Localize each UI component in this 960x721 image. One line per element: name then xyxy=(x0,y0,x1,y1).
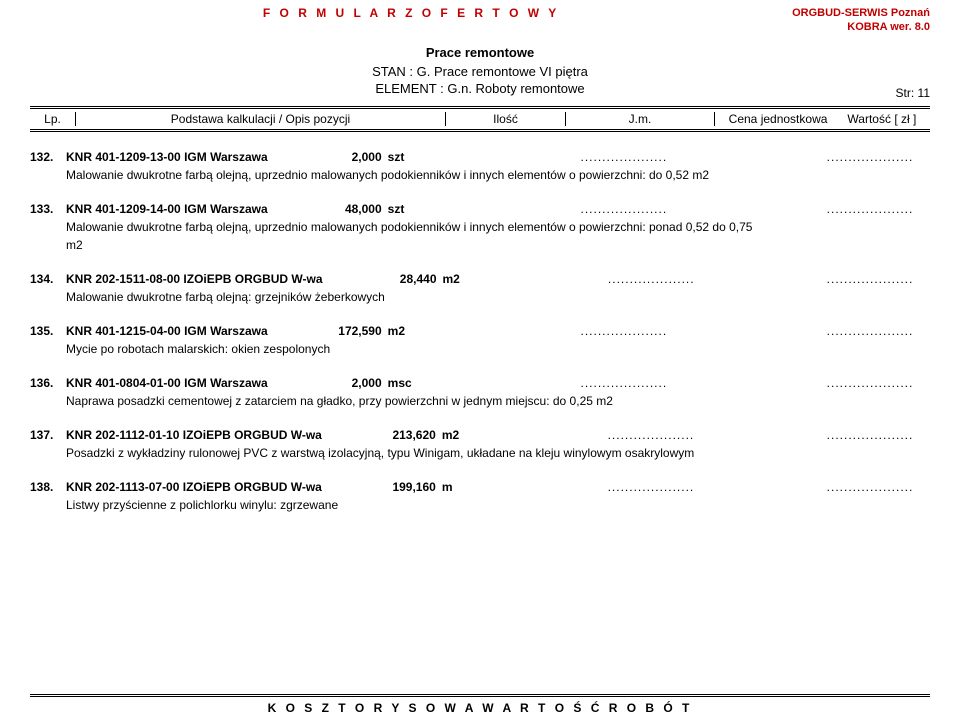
item-unit: m2 xyxy=(388,322,438,340)
dots-price: .................... xyxy=(492,478,810,496)
item-unit: m xyxy=(442,478,492,496)
item-code: KNR 401-1209-14-00 IGM Warszawa xyxy=(66,200,268,218)
item-number: 133. xyxy=(30,200,66,218)
col-unit: J.m. xyxy=(565,112,715,126)
item-head: 132.KNR 401-1209-13-00 IGM Warszawa2,000… xyxy=(30,148,930,166)
item-number: 134. xyxy=(30,270,66,288)
col-basis: Podstawa kalkulacji / Opis pozycji xyxy=(75,112,445,126)
org-version: KOBRA wer. 8.0 xyxy=(792,20,930,34)
dots-value: .................... xyxy=(810,478,930,496)
item-quantity: 2,000 xyxy=(268,374,388,392)
dots-value: .................... xyxy=(810,322,930,340)
stan-label: STAN : xyxy=(372,64,413,79)
item-code: KNR 401-1209-13-00 IGM Warszawa xyxy=(66,148,268,166)
table-header: Lp. Podstawa kalkulacji / Opis pozycji I… xyxy=(30,106,930,132)
dots-price: .................... xyxy=(438,322,810,340)
item-code: KNR 401-1215-04-00 IGM Warszawa xyxy=(66,322,268,340)
item-number: 137. xyxy=(30,426,66,444)
cost-item: 133.KNR 401-1209-14-00 IGM Warszawa48,00… xyxy=(30,200,930,254)
item-description: Malowanie dwukrotne farbą olejną, uprzed… xyxy=(30,166,770,184)
cost-item: 135.KNR 401-1215-04-00 IGM Warszawa172,5… xyxy=(30,322,930,358)
item-unit: m2 xyxy=(442,426,492,444)
cost-item: 138.KNR 202-1113-07-00 IZOiEPB ORGBUD W-… xyxy=(30,478,930,514)
org-name: ORGBUD-SERWIS Poznań xyxy=(792,6,930,20)
items-list: 132.KNR 401-1209-13-00 IGM Warszawa2,000… xyxy=(0,132,960,514)
dots-value: .................... xyxy=(810,270,930,288)
item-code: KNR 202-1112-01-10 IZOiEPB ORGBUD W-wa xyxy=(66,426,322,444)
dots-price: .................... xyxy=(438,148,810,166)
item-unit: msc xyxy=(388,374,438,392)
item-description: Mycie po robotach malarskich: okien zesp… xyxy=(30,340,770,358)
stan-value: G. Prace remontowe VI piętra xyxy=(417,64,588,79)
cost-item: 137.KNR 202-1112-01-10 IZOiEPB ORGBUD W-… xyxy=(30,426,930,462)
form-title: F O R M U L A R Z O F E R T O W Y xyxy=(30,6,792,35)
dots-price: .................... xyxy=(492,426,810,444)
item-head: 136.KNR 401-0804-01-00 IGM Warszawa2,000… xyxy=(30,374,930,392)
item-description: Malowanie dwukrotne farbą olejną, uprzed… xyxy=(30,218,770,254)
item-quantity: 28,440 xyxy=(323,270,443,288)
item-unit: szt xyxy=(388,148,438,166)
item-description: Posadzki z wykładziny rulonowej PVC z wa… xyxy=(30,444,770,462)
dots-price: .................... xyxy=(438,374,810,392)
col-lp: Lp. xyxy=(30,112,75,126)
item-number: 138. xyxy=(30,478,66,496)
item-quantity: 172,590 xyxy=(268,322,388,340)
item-unit: m2 xyxy=(443,270,493,288)
item-head: 138.KNR 202-1113-07-00 IZOiEPB ORGBUD W-… xyxy=(30,478,930,496)
item-number: 136. xyxy=(30,374,66,392)
org-block: ORGBUD-SERWIS Poznań KOBRA wer. 8.0 xyxy=(792,6,930,35)
dots-value: .................... xyxy=(810,374,930,392)
dots-value: .................... xyxy=(810,200,930,218)
element-value: G.n. Roboty remontowe xyxy=(447,81,584,96)
dots-value: .................... xyxy=(810,148,930,166)
item-quantity: 213,620 xyxy=(322,426,442,444)
col-value-label: Wartość [ zł ] xyxy=(847,112,916,126)
item-quantity: 199,160 xyxy=(322,478,442,496)
item-number: 132. xyxy=(30,148,66,166)
item-head: 133.KNR 401-1209-14-00 IGM Warszawa48,00… xyxy=(30,200,930,218)
dots-price: .................... xyxy=(493,270,811,288)
cost-item: 136.KNR 401-0804-01-00 IGM Warszawa2,000… xyxy=(30,374,930,410)
cost-item: 132.KNR 401-1209-13-00 IGM Warszawa2,000… xyxy=(30,148,930,184)
item-code: KNR 202-1511-08-00 IZOiEPB ORGBUD W-wa xyxy=(66,270,323,288)
item-unit: szt xyxy=(388,200,438,218)
cost-item: 134.KNR 202-1511-08-00 IZOiEPB ORGBUD W-… xyxy=(30,270,930,306)
dots-price: .................... xyxy=(438,200,810,218)
page-header: F O R M U L A R Z O F E R T O W Y ORGBUD… xyxy=(0,0,960,35)
col-price-label: Cena jednostkowa xyxy=(729,112,828,126)
item-code: KNR 202-1113-07-00 IZOiEPB ORGBUD W-wa xyxy=(66,478,322,496)
stan-line: STAN : G. Prace remontowe VI piętra xyxy=(0,64,960,79)
item-quantity: 2,000 xyxy=(268,148,388,166)
footer-text: K O S Z T O R Y S O W A W A R T O Ś Ć R … xyxy=(30,694,930,715)
item-quantity: 48,000 xyxy=(268,200,388,218)
item-head: 135.KNR 401-1215-04-00 IGM Warszawa172,5… xyxy=(30,322,930,340)
item-head: 137.KNR 202-1112-01-10 IZOiEPB ORGBUD W-… xyxy=(30,426,930,444)
col-qty: Ilość xyxy=(445,112,565,126)
col-price: Cena jednostkowa Wartość [ zł ] xyxy=(715,112,930,126)
item-code: KNR 401-0804-01-00 IGM Warszawa xyxy=(66,374,268,392)
item-description: Naprawa posadzki cementowej z zatarciem … xyxy=(30,392,770,410)
item-head: 134.KNR 202-1511-08-00 IZOiEPB ORGBUD W-… xyxy=(30,270,930,288)
element-label: ELEMENT : xyxy=(375,81,443,96)
work-title: Prace remontowe xyxy=(0,45,960,60)
item-description: Listwy przyścienne z polichlorku winylu:… xyxy=(30,496,770,514)
item-description: Malowanie dwukrotne farbą olejną: grzejn… xyxy=(30,288,770,306)
dots-value: .................... xyxy=(810,426,930,444)
item-number: 135. xyxy=(30,322,66,340)
